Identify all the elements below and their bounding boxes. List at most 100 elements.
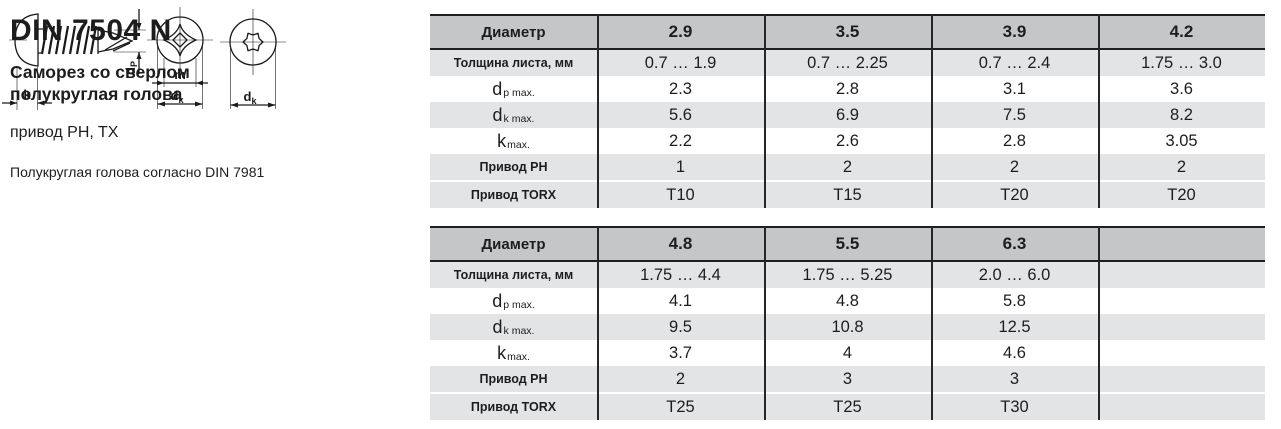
table-cell [1098, 314, 1265, 340]
torx-head-view-icon [220, 9, 286, 75]
table-cell [1098, 262, 1265, 288]
table-cell: 2 [1176, 157, 1187, 176]
dim-m-label: m [174, 67, 186, 82]
row-k-max: k max. 2.2 2.6 2.8 3.05 [430, 128, 1265, 154]
row-label: k max. [497, 130, 530, 152]
spec-table-large-diameters: Диаметр 4.8 5.5 6.3 Толщина листа, мм 1.… [430, 226, 1265, 420]
table-cell: 2 [1009, 157, 1020, 176]
dim-k-label: k [23, 87, 31, 102]
dimension-dp: dP [114, 9, 146, 75]
table-cell: 4.8 [836, 291, 859, 310]
diameter-value: 4.2 [1169, 22, 1194, 41]
table-cell: 9.5 [669, 317, 692, 336]
table-cell: 1.75 … 3.0 [1141, 53, 1222, 72]
table-cell: T25 [833, 397, 862, 416]
dimension-k: k [2, 67, 52, 110]
row-label: k max. [497, 342, 530, 364]
table-cell: 0.7 … 2.4 [978, 53, 1051, 72]
table-cell: 10.8 [831, 317, 864, 336]
table-cell [1098, 394, 1265, 420]
table-cell: 4 [842, 343, 853, 362]
table-cell: 5.8 [1003, 291, 1026, 310]
table-column-divider [597, 226, 599, 420]
table-cell: 12.5 [998, 317, 1031, 336]
table-cell: 3.7 [669, 343, 692, 362]
row-sheet-thickness: Толщина листа, мм 1.75 … 4.4 1.75 … 5.25… [430, 262, 1265, 288]
table-cell: 2.8 [836, 79, 859, 98]
diameter-value: 5.5 [835, 234, 860, 253]
table-cell: 2.3 [669, 79, 692, 98]
row-drive-ph: Привод PH 1 2 2 2 [430, 154, 1265, 180]
table-cell: T15 [833, 185, 862, 204]
table-cell [1098, 288, 1265, 314]
subtitle-line-2: полукруглая голова [10, 84, 183, 104]
dim-dk-label: dk [171, 88, 185, 105]
row-divider [430, 180, 1265, 182]
row-label: Толщина листа, мм [453, 56, 574, 70]
table-cell: 3 [1009, 369, 1020, 388]
row-drive-torx: Привод TORX T10 T15 T20 T20 [430, 182, 1265, 208]
dimension-m: m [152, 58, 208, 87]
table-cell: T30 [1000, 397, 1029, 416]
table-cell: 1.75 … 4.4 [640, 265, 721, 284]
table-cell: 3.6 [1170, 79, 1193, 98]
table-column-divider [764, 226, 766, 420]
diameter-value: 3.9 [1002, 22, 1027, 41]
table-column-divider [597, 14, 599, 208]
table-cell: 2.0 … 6.0 [978, 265, 1051, 284]
product-subtitle: Саморез со сверлом полукруглая голова [10, 61, 190, 105]
diameter-value: 3.5 [835, 22, 860, 41]
table-cell: 8.2 [1170, 105, 1193, 124]
drive-note: привод PH, TX [10, 124, 119, 141]
table-cell: 3.05 [1165, 131, 1198, 150]
row-label: Привод TORX [470, 400, 557, 414]
diameter-header-cell: Диаметр [481, 23, 546, 41]
table-cell: T10 [666, 185, 695, 204]
table-cell: T20 [1000, 185, 1029, 204]
page-title: DIN 7504 N [10, 14, 172, 47]
table-cell [1098, 340, 1265, 366]
spec-table-small-diameters: Диаметр 2.9 3.5 3.9 4.2 Толщина листа, м… [430, 14, 1265, 208]
row-label: Привод PH [479, 372, 548, 386]
table-cell: 2.8 [1003, 131, 1026, 150]
row-divider [430, 392, 1265, 394]
table-column-divider [1098, 226, 1100, 420]
table-cell [1098, 366, 1265, 392]
table-cell: 1 [675, 157, 686, 176]
dimension-dk-torx: dk [230, 46, 276, 109]
phillips-head-view-icon [147, 7, 213, 73]
dim-dk-label: dk [244, 89, 258, 106]
dimension-dk-phillips: dk [157, 46, 203, 109]
table-column-divider [1098, 14, 1100, 208]
table-cell: 7.5 [1003, 105, 1026, 124]
head-standard-note: Полукруглая голова согласно DIN 7981 [10, 164, 265, 180]
table-cell: 4.1 [669, 291, 692, 310]
row-label: Толщина листа, мм [453, 268, 574, 282]
row-k-max: k max. 3.7 4 4.6 [430, 340, 1265, 366]
table-cell: 4.6 [1003, 343, 1026, 362]
table-header-row: Диаметр 4.8 5.5 6.3 [430, 226, 1265, 262]
table-cell: 0.7 … 1.9 [644, 53, 717, 72]
table-cell: 2 [842, 157, 853, 176]
table-cell: 6.9 [836, 105, 859, 124]
table-cell: 5.6 [669, 105, 692, 124]
table-header-row: Диаметр 2.9 3.5 3.9 4.2 [430, 14, 1265, 50]
row-drive-torx: Привод TORX T25 T25 T30 [430, 394, 1265, 420]
diameter-value: 6.3 [1002, 234, 1027, 253]
row-drive-ph: Привод PH 2 3 3 [430, 366, 1265, 392]
screw-side-view-icon [9, 13, 134, 67]
diameter-value: 4.8 [668, 234, 693, 253]
table-cell: 2 [675, 369, 686, 388]
table-cell: 1.75 … 5.25 [802, 265, 893, 284]
table-cell: 3 [842, 369, 853, 388]
table-cell: 2.6 [836, 131, 859, 150]
technical-drawing: k dP m [2, 7, 286, 110]
row-sheet-thickness: Толщина листа, мм 0.7 … 1.9 0.7 … 2.25 0… [430, 50, 1265, 76]
table-cell: T20 [1167, 185, 1196, 204]
